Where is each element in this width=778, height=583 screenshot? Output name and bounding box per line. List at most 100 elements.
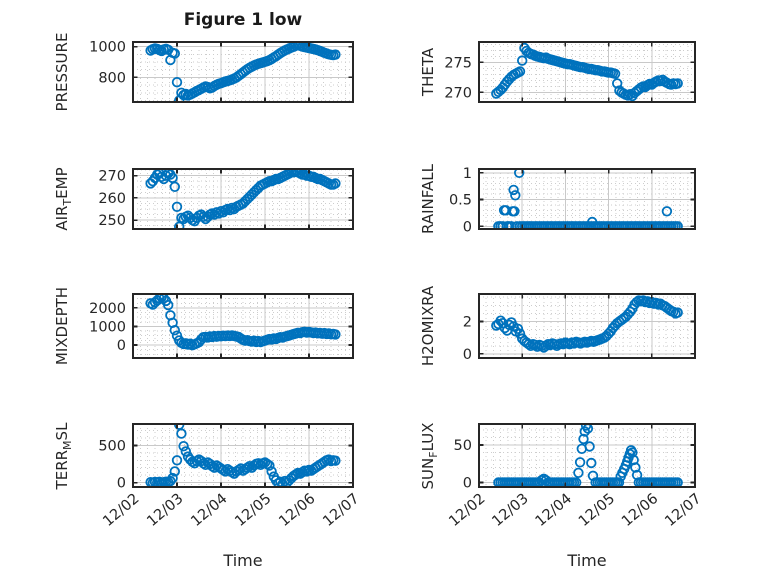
data-point-marker bbox=[262, 458, 273, 470]
data-point-marker bbox=[264, 460, 275, 471]
data-point-marker bbox=[587, 216, 598, 228]
data-point-marker bbox=[609, 68, 621, 80]
y-axis-label-text: RAINFALL bbox=[419, 164, 437, 234]
subplot-TERR_MSL: 0 500 12/02 12/03 12/04 12/05 12/06 12/07 bbox=[98, 423, 363, 530]
data-series-AIR_TEMP bbox=[145, 168, 341, 230]
data-point-marker bbox=[330, 178, 341, 189]
axes-box bbox=[478, 423, 696, 488]
data-point-marker bbox=[176, 428, 187, 439]
y-axis-label-text: THETA bbox=[419, 47, 437, 97]
axes-box bbox=[478, 41, 696, 103]
data-point-marker bbox=[672, 221, 683, 230]
subplot-THETA: 270 275 bbox=[444, 41, 696, 103]
y-axis-label-AIR_TEMP: AIRTEMP bbox=[53, 167, 74, 230]
x-tick-label: 12/04 bbox=[533, 491, 575, 530]
data-point-marker bbox=[672, 78, 683, 89]
y-tick-label: 2 bbox=[463, 315, 472, 331]
y-axis-label-text: SL bbox=[53, 422, 71, 440]
data-point-marker bbox=[178, 441, 189, 452]
data-point-marker bbox=[514, 328, 526, 339]
y-tick-label: 0 bbox=[463, 476, 472, 492]
data-point-marker bbox=[330, 49, 341, 60]
y-axis-label-MIXDEPTH: MIXDEPTH bbox=[53, 287, 71, 365]
data-point-marker bbox=[169, 466, 181, 477]
data-point-marker bbox=[573, 467, 584, 479]
data-point-marker bbox=[508, 184, 519, 196]
x-tick-label: 12/06 bbox=[276, 491, 318, 530]
y-tick-label: 270 bbox=[444, 85, 472, 101]
data-point-marker bbox=[191, 455, 203, 467]
data-point-marker bbox=[167, 472, 178, 484]
data-point-marker bbox=[198, 458, 209, 469]
y-tick-label: 0.5 bbox=[449, 193, 472, 209]
data-point-marker bbox=[579, 426, 591, 437]
data-point-marker bbox=[495, 315, 506, 326]
y-axis-label-text: PRESSURE bbox=[53, 32, 71, 112]
y-axis-label-SUN_FLUX: SUNFLUX bbox=[419, 422, 440, 489]
data-point-marker bbox=[514, 66, 526, 77]
y-axis-label-text: TERR bbox=[53, 449, 71, 489]
y-axis-label-text: LUX bbox=[419, 422, 437, 451]
x-tick-label: 12/02 bbox=[446, 491, 488, 530]
data-point-marker bbox=[162, 299, 174, 311]
data-point-marker bbox=[226, 467, 238, 478]
y-axis-label-text: MIXDEPTH bbox=[53, 286, 71, 366]
data-point-marker bbox=[584, 441, 595, 452]
data-point-marker bbox=[511, 221, 523, 230]
y-axis-label-PRESSURE: PRESSURE bbox=[53, 33, 71, 112]
x-tick-label: 12/03 bbox=[489, 491, 531, 530]
data-point-marker bbox=[586, 457, 597, 469]
x-tick-label: 12/07 bbox=[320, 491, 362, 530]
data-point-marker bbox=[244, 461, 255, 472]
x-tick-label: 12/05 bbox=[232, 491, 274, 530]
data-point-marker bbox=[668, 306, 679, 318]
y-axis-label-text: EMP bbox=[53, 167, 71, 199]
data-point-marker bbox=[266, 466, 277, 477]
y-axis-label-subscript: T bbox=[61, 198, 74, 206]
data-point-marker bbox=[171, 201, 183, 213]
y-tick-label: 0 bbox=[117, 476, 126, 492]
subplot-PRESSURE: 800 1000 bbox=[89, 40, 354, 103]
y-tick-label: 270 bbox=[98, 169, 126, 185]
y-axis-label-RAINFALL: RAINFALL bbox=[419, 164, 437, 234]
data-point-marker bbox=[169, 181, 181, 193]
subplot-MIXDEPTH: 0 1000 2000 bbox=[89, 293, 354, 359]
subplot-SUN_FLUX: 0 50 12/02 12/03 12/04 12/05 12/06 12/07 bbox=[446, 423, 705, 530]
x-tick-label: 12/02 bbox=[100, 491, 142, 530]
y-axis-label-subscript: M bbox=[61, 439, 74, 450]
y-axis-label-THETA: THETA bbox=[419, 48, 437, 96]
y-axis-label-H2OMIXRA: H2OMIXRA bbox=[419, 286, 437, 366]
x-tick-label: 12/04 bbox=[188, 491, 230, 530]
data-point-marker bbox=[323, 454, 335, 465]
axes-box bbox=[132, 423, 354, 488]
y-axis-label-TERR_MSL: TERRMSL bbox=[53, 422, 74, 489]
data-series-MIXDEPTH bbox=[145, 293, 341, 351]
x-tick-label: 12/05 bbox=[576, 491, 618, 530]
subplot-RAINFALL: 00.51 bbox=[449, 166, 696, 235]
y-tick-label: 275 bbox=[444, 55, 472, 71]
data-series-PRESSURE bbox=[145, 41, 341, 103]
y-tick-label: 50 bbox=[454, 438, 472, 454]
subplot-H2OMIXRA: 02 bbox=[463, 293, 696, 363]
x-tick-label: 12/06 bbox=[619, 491, 661, 530]
data-point-marker bbox=[672, 307, 683, 318]
data-point-marker bbox=[290, 469, 302, 480]
data-point-marker bbox=[169, 48, 181, 59]
x-tick-label: 12/07 bbox=[662, 491, 704, 530]
data-point-marker bbox=[171, 76, 183, 88]
data-series-THETA bbox=[491, 42, 683, 102]
y-tick-label: 260 bbox=[98, 191, 126, 207]
data-series-RAINFALL bbox=[493, 168, 683, 230]
data-point-marker bbox=[510, 190, 521, 201]
y-tick-label: 250 bbox=[98, 213, 126, 229]
data-point-marker bbox=[517, 55, 528, 66]
data-point-marker bbox=[650, 297, 662, 309]
y-tick-label: 0 bbox=[117, 338, 126, 354]
y-tick-label: 1000 bbox=[89, 40, 126, 56]
axes-box bbox=[132, 168, 354, 230]
subplot-AIR_TEMP: 250 260 270 bbox=[98, 168, 354, 230]
data-point-marker bbox=[587, 470, 599, 482]
y-tick-label: 800 bbox=[98, 70, 126, 86]
